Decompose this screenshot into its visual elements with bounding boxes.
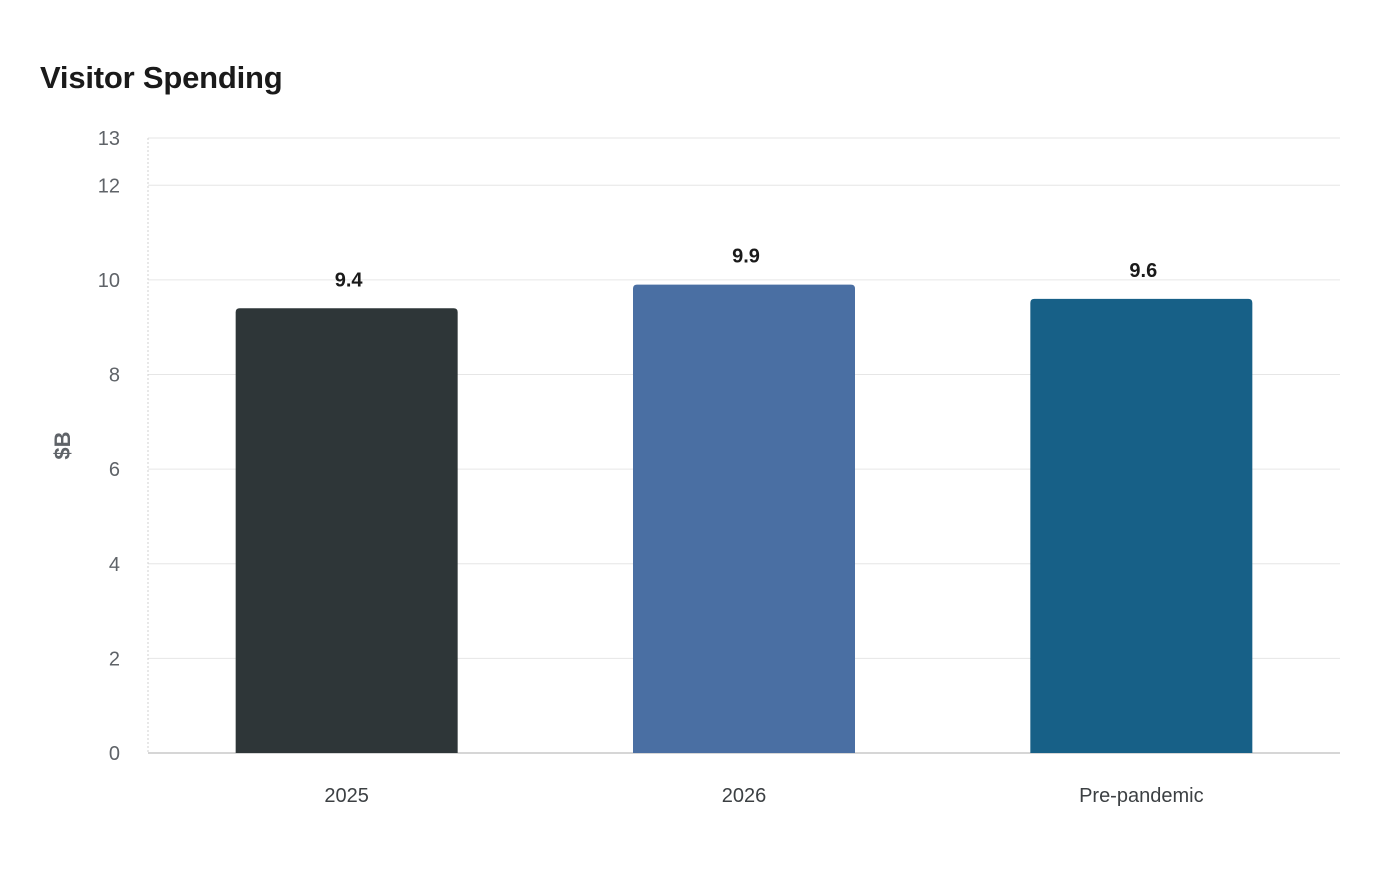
bar-2026 [633,284,855,753]
y-tick-label: 0 [109,743,120,765]
y-tick-label: 6 [109,459,120,481]
x-tick-label: 2026 [722,785,767,807]
data-label: 9.4 [335,269,364,291]
y-tick-labels: 0 2 4 6 8 10 12 13 [98,128,120,765]
y-tick-label: 8 [109,365,120,387]
y-tick-label: 4 [109,554,120,576]
data-labels: 9.4 9.9 9.6 [335,246,1157,292]
bar-2025 [235,308,458,753]
y-tick-label: 13 [98,128,120,150]
x-tick-label: 2025 [324,785,369,807]
data-label: 9.6 [1129,260,1157,282]
y-tick-label: 12 [98,175,120,197]
bars [235,284,1253,753]
x-tick-labels: 2025 2026 Pre-pandemic [324,785,1203,807]
x-tick-label: Pre-pandemic [1079,785,1204,807]
y-axis-title: $B [50,431,75,459]
bar-pre-pandemic [1030,298,1253,753]
chart-title: Visitor Spending [40,60,283,95]
y-tick-label: 10 [98,270,120,292]
data-label: 9.9 [732,246,760,268]
y-tick-label: 2 [109,648,120,670]
